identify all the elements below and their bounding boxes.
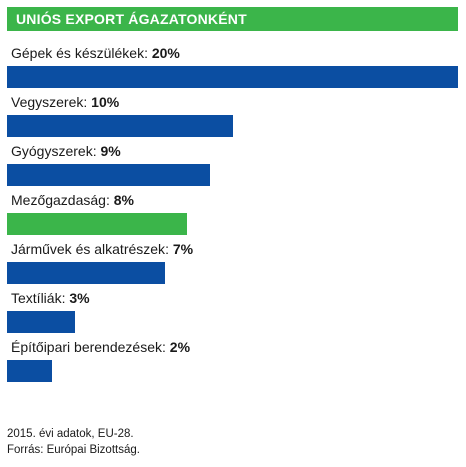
- category-label: Mezőgazdaság: [11, 192, 106, 208]
- chart-title-bar: UNIÓS EXPORT ÁGAZATONKÉNT: [7, 7, 458, 31]
- category-label: Vegyszerek: [11, 94, 84, 110]
- bar-label: Mezőgazdaság: 8%: [11, 191, 134, 209]
- label-separator: :: [144, 45, 152, 61]
- value-label: 3%: [69, 290, 90, 306]
- bar-label: Járművek és alkatrészek: 7%: [11, 240, 193, 258]
- bar: [7, 360, 52, 382]
- label-separator: :: [92, 143, 101, 159]
- bar: [7, 311, 75, 333]
- bar-label: Építőipari berendezések: 2%: [11, 338, 190, 356]
- category-label: Gépek és készülékek: [11, 45, 145, 61]
- bar-label: Vegyszerek: 10%: [11, 93, 119, 111]
- category-label: Gyógyszerek: [11, 143, 93, 159]
- bar: [7, 164, 210, 186]
- value-label: 2%: [169, 339, 191, 355]
- bar: [7, 262, 165, 284]
- bar-label: Gépek és készülékek: 20%: [11, 44, 180, 62]
- bar: [7, 66, 458, 88]
- value-label: 7%: [172, 241, 194, 257]
- category-label: Járművek és alkatrészek: [11, 241, 166, 257]
- bar: [7, 213, 187, 235]
- footnote-data-year: 2015. évi adatok, EU-28.: [7, 428, 134, 440]
- label-separator: :: [61, 290, 70, 306]
- value-label: 20%: [151, 45, 180, 61]
- label-separator: :: [83, 94, 92, 110]
- bar-label: Textíliák: 3%: [11, 289, 90, 307]
- label-separator: :: [105, 192, 114, 208]
- value-label: 9%: [100, 143, 121, 159]
- bar: [7, 115, 233, 137]
- value-label: 10%: [91, 94, 120, 110]
- value-label: 8%: [113, 192, 134, 208]
- label-separator: :: [162, 339, 170, 355]
- footnote-source: Forrás: Európai Bizottság.: [7, 444, 140, 456]
- chart-title: UNIÓS EXPORT ÁGAZATONKÉNT: [16, 11, 247, 27]
- category-label: Textíliák: [11, 290, 62, 306]
- category-label: Építőipari berendezések: [11, 339, 162, 355]
- label-separator: :: [165, 241, 173, 257]
- bar-label: Gyógyszerek: 9%: [11, 142, 121, 160]
